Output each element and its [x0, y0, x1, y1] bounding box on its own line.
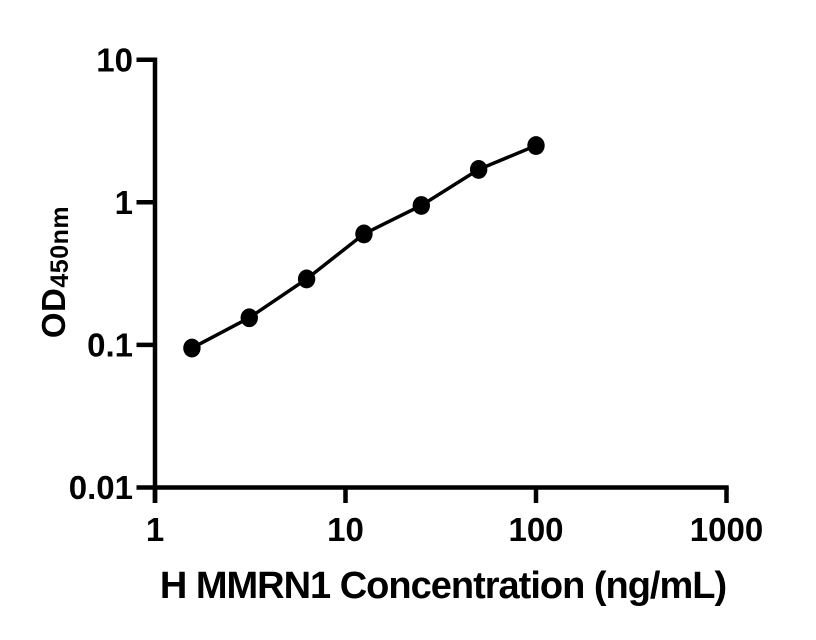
data-point-marker: [527, 136, 545, 155]
data-point-marker: [297, 269, 316, 289]
y-axis-title: OD450nm: [35, 205, 77, 339]
y-axis-tick-label: 0.01: [69, 469, 133, 506]
y-axis-title-subscript: 450nm: [46, 205, 74, 288]
data-point-marker: [469, 160, 488, 179]
data-point-marker: [240, 308, 258, 328]
y-axis-tick-label: 1: [115, 184, 133, 221]
x-axis-tick-label: 1000: [690, 511, 763, 548]
y-axis-tick-label: 0.1: [87, 327, 133, 364]
data-point-marker: [355, 224, 373, 244]
data-point-marker: [412, 196, 431, 215]
y-axis-tick-label: 10: [96, 41, 133, 78]
data-point-marker: [183, 338, 201, 358]
x-axis-tick-label: 10: [327, 511, 364, 548]
x-axis-tick-label: 1: [146, 511, 164, 548]
x-axis-tick-label: 100: [508, 511, 563, 548]
x-axis-title: H MMRN1 Concentration (ng/mL): [159, 565, 727, 607]
y-axis-title-main: OD: [35, 287, 72, 339]
